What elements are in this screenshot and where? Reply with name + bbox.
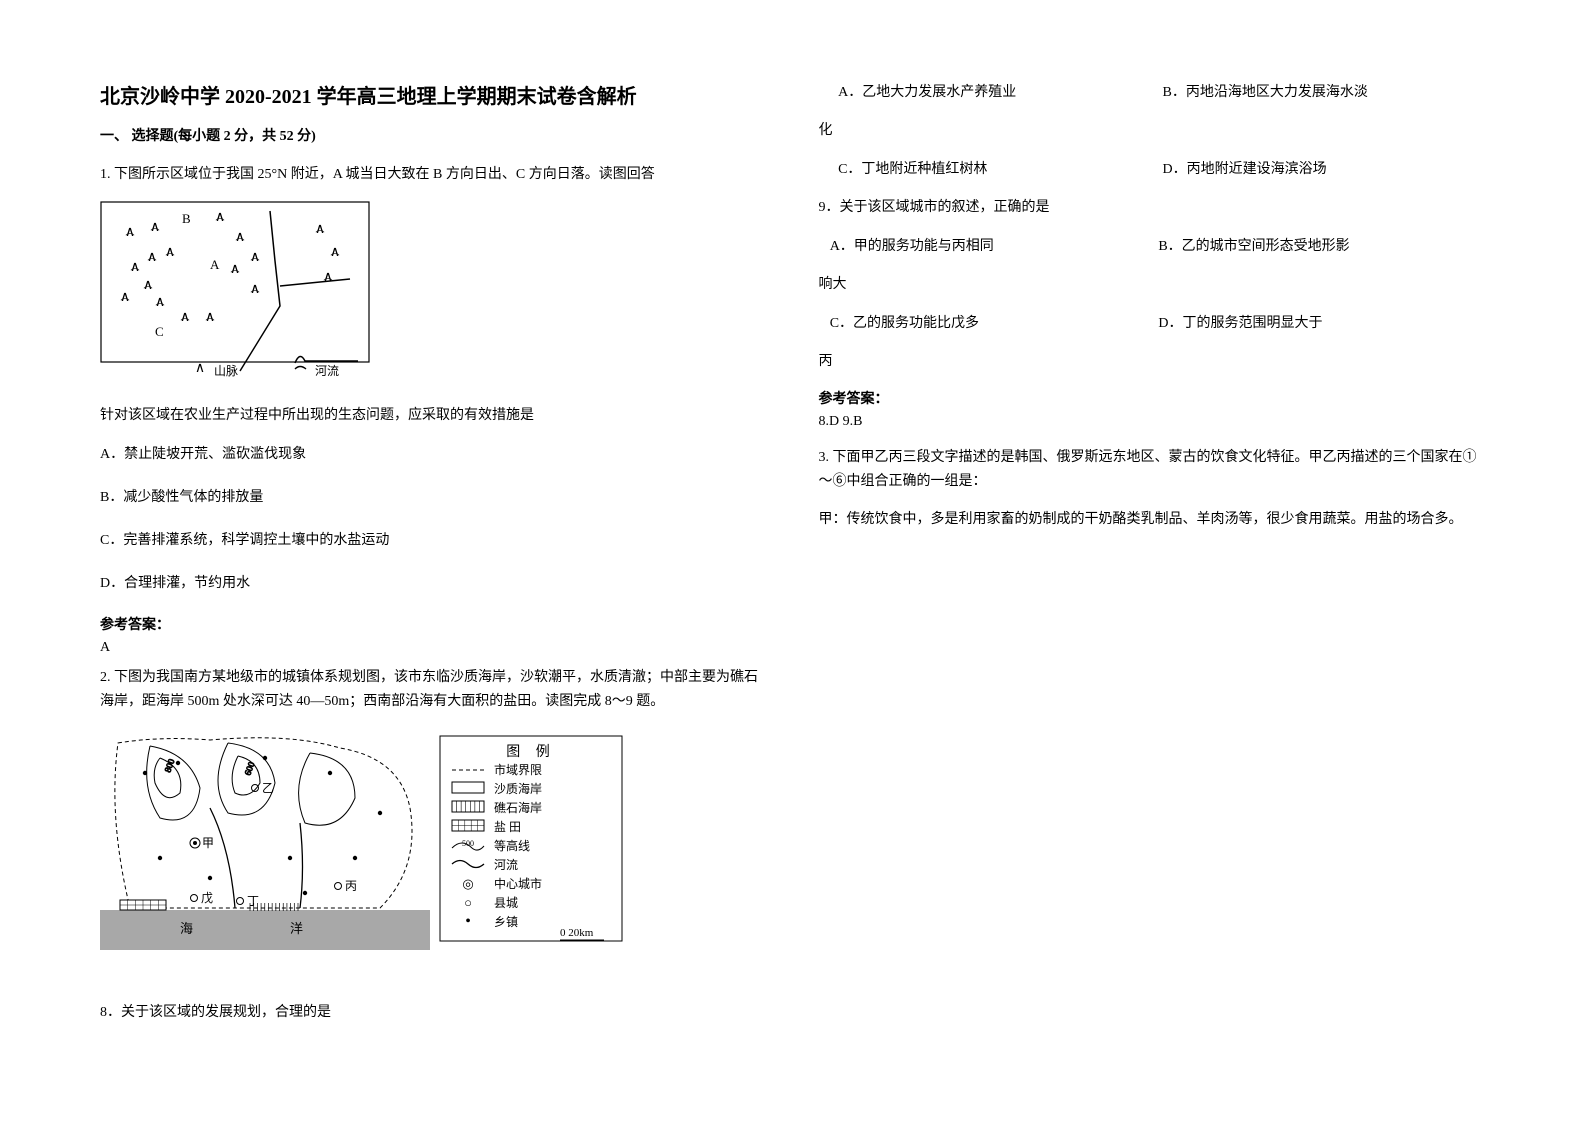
- q1-opt-c: C．完善排灌系统，科学调控土壤中的水盐运动: [100, 528, 769, 553]
- svg-text:甲: 甲: [202, 836, 214, 850]
- svg-text:⌒: ⌒: [235, 238, 244, 248]
- svg-text:•: •: [465, 913, 471, 930]
- svg-text:乙: 乙: [262, 781, 274, 795]
- svg-text:A: A: [210, 257, 220, 272]
- section-header: 一、 选择题(每小题 2 分，共 52 分): [100, 125, 769, 145]
- q8-stem: 8．关于该区域的发展规划，合理的是: [100, 1001, 769, 1025]
- svg-text:⌒: ⌒: [125, 233, 134, 243]
- svg-text:⌒: ⌒: [215, 218, 224, 228]
- svg-text:丙: 丙: [345, 879, 357, 893]
- q9-answer: 8.D 9.B: [819, 414, 1488, 430]
- svg-text:⌒: ⌒: [130, 268, 139, 278]
- svg-text:⌒: ⌒: [155, 303, 164, 313]
- q8-row-cd: C．丁地附近种植红树林 D．丙地附近建设海滨浴场: [819, 157, 1488, 182]
- q1-answer-label: 参考答案：: [100, 614, 769, 634]
- svg-text:丁: 丁: [247, 894, 259, 908]
- svg-text:乡镇: 乡镇: [494, 915, 518, 929]
- svg-text:盐 田: 盐 田: [494, 820, 521, 834]
- svg-text:图 例: 图 例: [506, 744, 556, 760]
- svg-text:⌒: ⌒: [120, 298, 129, 308]
- q2-stem: 2. 下图为我国南方某地级市的城镇体系规划图，该市东临沙质海岸，沙软潮平，水质清…: [100, 666, 769, 714]
- svg-text:山脉: 山脉: [214, 363, 238, 378]
- q9-row-ab: A．甲的服务功能与丙相同 B．乙的城市空间形态受地形影: [819, 234, 1488, 259]
- svg-text:⌒: ⌒: [143, 286, 152, 296]
- q1-stem: 1. 下图所示区域位于我国 25°N 附近，A 城当日大致在 B 方向日出、C …: [100, 163, 769, 187]
- q1-opt-b: B．减少酸性气体的排放量: [100, 485, 769, 510]
- q8-opt-b: B．丙地沿海地区大力发展海水淡: [1163, 80, 1487, 105]
- svg-text:洋: 洋: [290, 921, 303, 936]
- svg-text:⌒: ⌒: [150, 228, 159, 238]
- svg-text:⌒: ⌒: [323, 278, 332, 288]
- svg-text:河流: 河流: [315, 364, 339, 378]
- svg-text:C: C: [155, 324, 164, 339]
- svg-text:⌒: ⌒: [250, 290, 259, 300]
- svg-text:⌒: ⌒: [147, 258, 156, 268]
- q9-opt-c: C．乙的服务功能比戊多: [819, 311, 1159, 336]
- q9-opt-d-cont: 丙: [819, 350, 1488, 374]
- q3-jia: 甲：传统饮食中，多是利用家畜的奶制成的干奶酪类乳制品、羊肉汤等，很少食用蔬菜。用…: [819, 508, 1488, 532]
- svg-text:◎: ◎: [462, 876, 473, 891]
- q9-opt-d: D．丁的服务范围明显大于: [1158, 311, 1487, 336]
- svg-text:礁石海岸: 礁石海岸: [494, 800, 542, 815]
- q8-opt-a: A．乙地大力发展水产养殖业: [819, 80, 1163, 105]
- svg-text:∧: ∧: [195, 361, 205, 376]
- q1-answer: A: [100, 640, 769, 656]
- svg-text:⌒: ⌒: [230, 270, 239, 280]
- svg-text:戊: 戊: [201, 891, 213, 905]
- svg-text:⌒: ⌒: [315, 230, 324, 240]
- q9-opt-b-cont: 响大: [819, 273, 1488, 297]
- svg-text:海: 海: [180, 921, 193, 936]
- q1-opt-d: D．合理排灌，节约用水: [100, 571, 769, 596]
- svg-text:县城: 县城: [494, 896, 518, 910]
- q3-stem: 3. 下面甲乙丙三段文字描述的是韩国、俄罗斯远东地区、蒙古的饮食文化特征。甲乙丙…: [819, 446, 1488, 494]
- svg-text:⌒: ⌒: [165, 253, 174, 263]
- svg-text:⌒: ⌒: [250, 258, 259, 268]
- q1-opt-a: A．禁止陡坡开荒、滥砍滥伐现象: [100, 442, 769, 467]
- svg-text:中心城市: 中心城市: [494, 876, 542, 891]
- svg-text:⌒: ⌒: [205, 318, 214, 328]
- q2-figure: 800600 甲乙丙丁戊 海 洋 图 例 市域界限沙质海岸礁石海岸盐 田500等…: [100, 728, 769, 953]
- svg-text:○: ○: [464, 895, 472, 910]
- svg-text:市域界限: 市域界限: [494, 762, 542, 777]
- q8-opt-b-cont: 化: [819, 119, 1488, 143]
- q8-opt-c: C．丁地附近种植红树林: [819, 157, 1163, 182]
- q9-answer-label: 参考答案：: [819, 388, 1488, 408]
- q9-stem: 9．关于该区域城市的叙述，正确的是: [819, 196, 1488, 220]
- svg-text:500: 500: [462, 839, 474, 848]
- q8-row-ab: A．乙地大力发展水产养殖业 B．丙地沿海地区大力发展海水淡: [819, 80, 1488, 105]
- q1-substem: 针对该区域在农业生产过程中所出现的生态问题，应采取的有效措施是: [100, 404, 769, 428]
- svg-text:0 20km: 0 20km: [560, 927, 594, 939]
- q9-opt-a: A．甲的服务功能与丙相同: [819, 234, 1159, 259]
- svg-text:⌒: ⌒: [330, 253, 339, 263]
- q9-opt-b: B．乙的城市空间形态受地形影: [1158, 234, 1487, 259]
- svg-text:B: B: [182, 211, 191, 226]
- q1-figure: ∧⌒∧⌒∧⌒∧⌒∧⌒∧⌒∧⌒∧⌒∧⌒∧⌒∧⌒∧⌒∧⌒∧⌒∧⌒∧⌒∧⌒∧⌒ B A…: [100, 201, 769, 386]
- q8-opt-d: D．丙地附近建设海滨浴场: [1163, 157, 1487, 182]
- page-title: 北京沙岭中学 2020-2021 学年高三地理上学期期末试卷含解析: [100, 80, 769, 109]
- svg-text:等高线: 等高线: [494, 838, 530, 853]
- svg-text:沙质海岸: 沙质海岸: [494, 781, 542, 796]
- svg-text:⌒: ⌒: [180, 318, 189, 328]
- q9-row-cd: C．乙的服务功能比戊多 D．丁的服务范围明显大于: [819, 311, 1488, 336]
- svg-text:河流: 河流: [494, 858, 518, 872]
